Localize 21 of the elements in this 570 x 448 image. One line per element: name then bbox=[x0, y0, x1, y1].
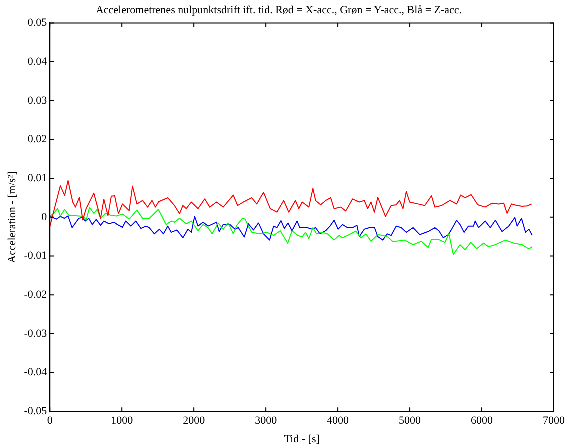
y-tick-label: -0.01 bbox=[24, 250, 48, 262]
y-tick-label: -0.03 bbox=[24, 328, 48, 340]
y-tick-label: 0.01 bbox=[28, 172, 48, 184]
x-tick-label: 1000 bbox=[111, 415, 134, 428]
x-tick-label: 6000 bbox=[471, 415, 494, 428]
x-tick-label: 2000 bbox=[183, 415, 206, 428]
y-tick-label: 0.02 bbox=[28, 134, 48, 146]
y-tick-label: 0 bbox=[42, 211, 48, 224]
x-tick-label: 5000 bbox=[399, 415, 422, 428]
y-tick-label: -0.02 bbox=[24, 288, 48, 301]
y-tick-label: 0.05 bbox=[28, 17, 48, 30]
y-tick-label: -0.04 bbox=[24, 366, 48, 379]
x-axis-title: Tid - [s] bbox=[284, 433, 320, 446]
y-tick-label: 0.03 bbox=[28, 94, 48, 107]
x-tick-label: 3000 bbox=[255, 415, 278, 428]
x-tick-label: 7000 bbox=[543, 415, 566, 428]
y-tick-label: 0.04 bbox=[28, 56, 48, 68]
x-tick-label: 4000 bbox=[327, 415, 350, 428]
chart-title: Accelerometrenes nulpunktsdrift ift. tid. Rød = X-acc., Grøn = Y-acc., Blå = Z-acc. bbox=[96, 4, 462, 16]
y-axis-title: Acceleration - [m/s²] bbox=[6, 171, 18, 264]
y-tick-label: -0.05 bbox=[24, 405, 48, 418]
